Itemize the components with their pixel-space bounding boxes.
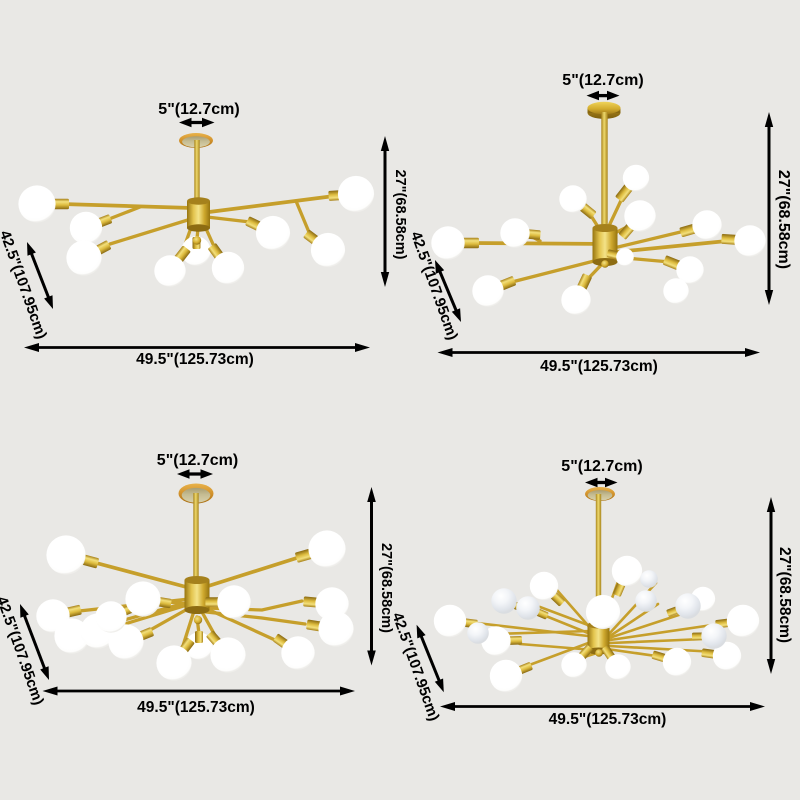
svg-text:27"(68.58cm): 27"(68.58cm) bbox=[392, 170, 408, 260]
svg-text:27"(68.58cm): 27"(68.58cm) bbox=[775, 170, 792, 269]
svg-text:5"(12.7cm): 5"(12.7cm) bbox=[157, 452, 238, 469]
svg-text:5"(12.7cm): 5"(12.7cm) bbox=[158, 101, 239, 118]
svg-text:5"(12.7cm): 5"(12.7cm) bbox=[562, 72, 643, 89]
svg-text:49.5"(125.73cm): 49.5"(125.73cm) bbox=[136, 351, 254, 368]
svg-text:27"(68.58cm): 27"(68.58cm) bbox=[378, 543, 394, 633]
svg-text:49.5"(125.73cm): 49.5"(125.73cm) bbox=[137, 699, 255, 716]
svg-text:27"(68.58cm): 27"(68.58cm) bbox=[776, 547, 793, 643]
svg-text:49.5"(125.73cm): 49.5"(125.73cm) bbox=[549, 711, 667, 728]
svg-text:5"(12.7cm): 5"(12.7cm) bbox=[561, 458, 642, 475]
svg-text:49.5"(125.73cm): 49.5"(125.73cm) bbox=[540, 358, 658, 375]
